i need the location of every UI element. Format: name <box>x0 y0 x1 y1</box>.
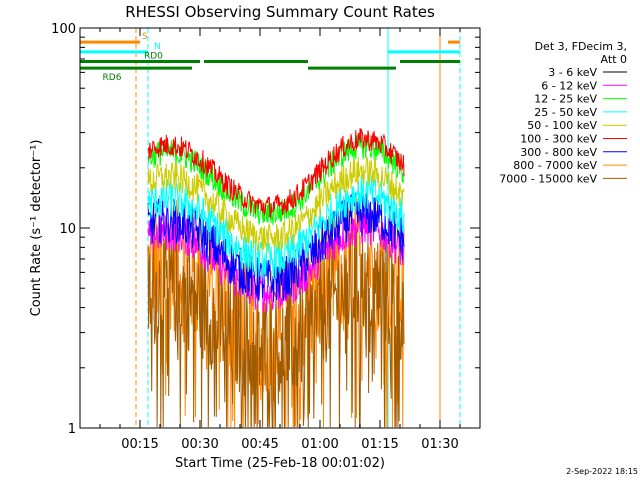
y-axis: 1 10 100 <box>51 22 480 437</box>
flag-label-S: S <box>142 32 148 42</box>
y-tick-label: 1 <box>68 422 76 437</box>
x-tick-label: 00:30 <box>181 437 218 452</box>
footer-timestamp: 2-Sep-2022 18:15 <box>566 467 638 476</box>
series-line-7000-15000keV <box>147 228 405 428</box>
series-line-300-800keV <box>147 192 405 302</box>
legend-entry-2: 12 - 25 keV <box>534 93 597 106</box>
y-tick-label: 10 <box>59 222 76 237</box>
legend-entry-3: 25 - 50 keV <box>534 106 597 119</box>
flag-label-RD6: RD6 <box>103 73 122 83</box>
flag-label-N: N <box>154 42 161 52</box>
x-tick-label: 00:45 <box>241 437 278 452</box>
legend-header-1: Att 0 <box>601 53 627 66</box>
flag-label-RD0: RD0 <box>144 51 163 61</box>
x-axis: 00:15 00:30 00:45 01:00 01:15 01:30 <box>79 28 481 452</box>
legend-entry-7: 800 - 7000 keV <box>513 159 597 172</box>
legend-entry-1: 6 - 12 keV <box>541 79 597 92</box>
legend-entry-8: 7000 - 15000 keV <box>499 172 597 185</box>
chart-title: RHESSI Observing Summary Count Rates <box>125 3 435 21</box>
x-tick-label: 01:30 <box>421 437 458 452</box>
series-layer <box>147 127 405 428</box>
x-tick-label: 00:15 <box>121 437 158 452</box>
series-line-50-100keV <box>147 155 405 254</box>
x-axis-label: Start Time (25-Feb-18 00:01:02) <box>175 456 385 471</box>
legend-entry-5: 100 - 300 keV <box>520 133 597 146</box>
legend-entry-0: 3 - 6 keV <box>548 66 597 79</box>
legend-entry-6: 300 - 800 keV <box>520 146 597 159</box>
series-line-100-300keV <box>147 127 405 219</box>
x-tick-label: 01:15 <box>361 437 398 452</box>
x-tick-label: 01:00 <box>301 437 338 452</box>
y-tick-label: 100 <box>51 22 76 37</box>
y-axis-label: Count Rate (s⁻¹ detector⁻¹) <box>29 140 44 317</box>
legend-entry-4: 50 - 100 keV <box>527 119 597 132</box>
legend-header-0: Det 3, FDecim 3, <box>535 40 627 53</box>
